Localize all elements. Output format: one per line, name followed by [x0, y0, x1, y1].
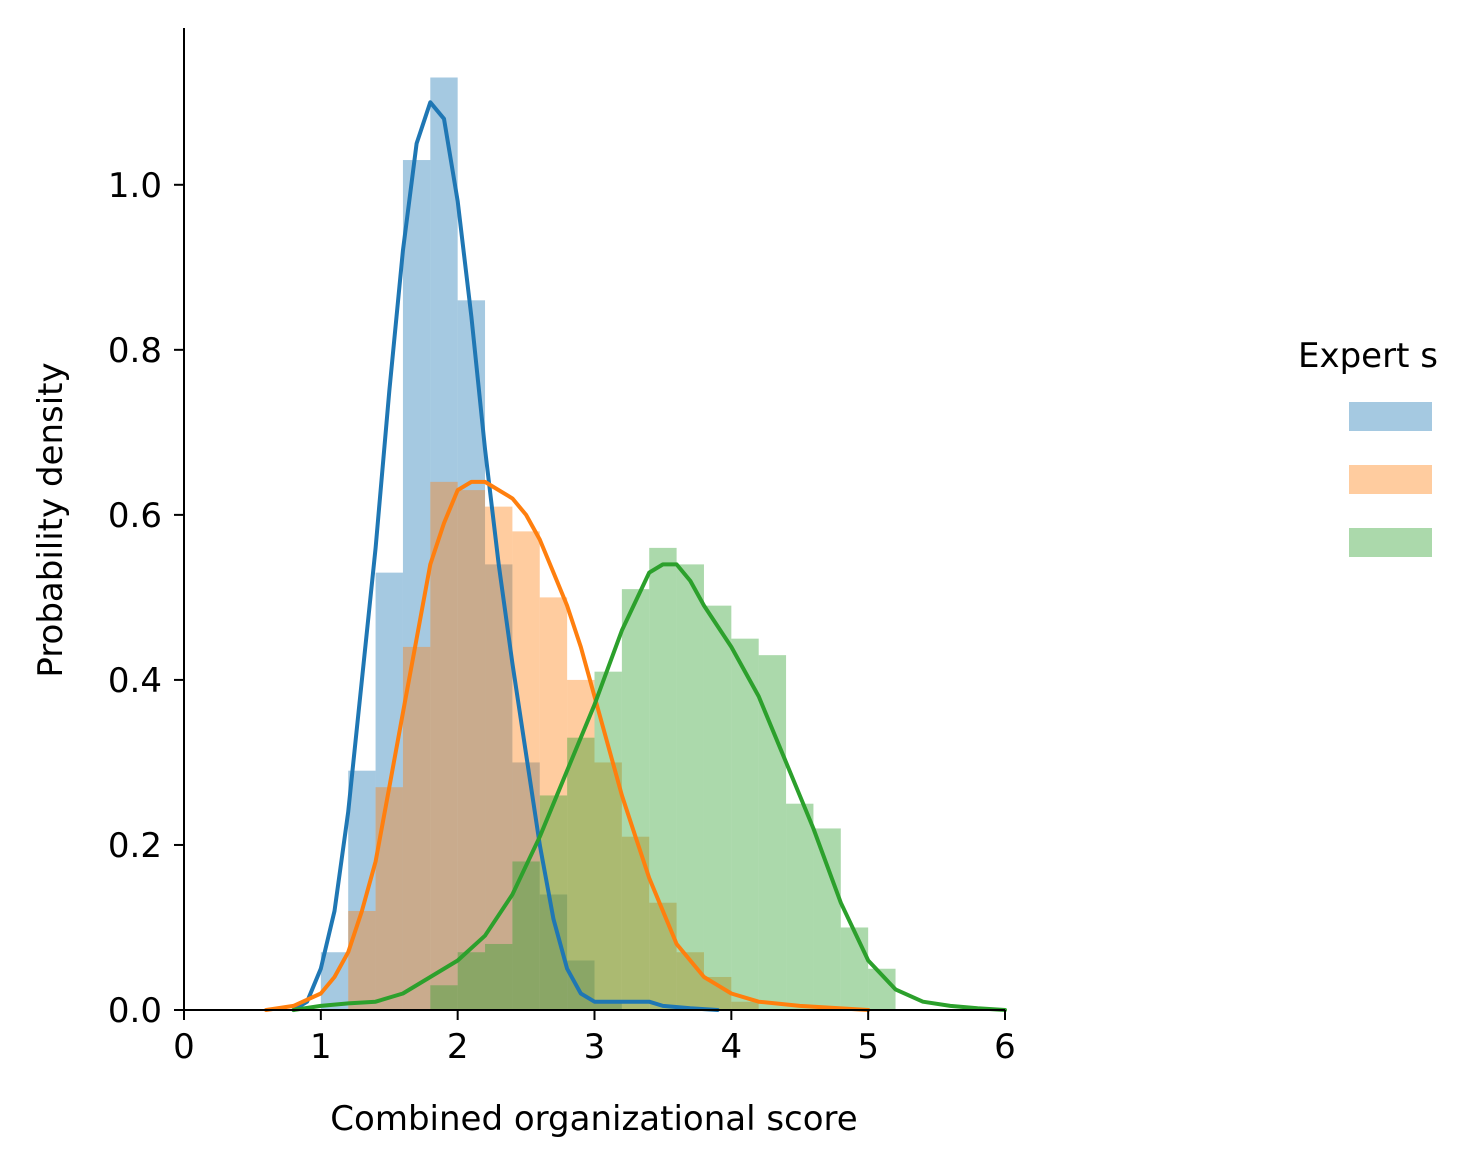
hist-bar-s1-14 — [731, 1001, 759, 1010]
hist-bar-s1-0 — [348, 910, 376, 1010]
hist-bar-s2-11 — [731, 638, 759, 1010]
kde-line-s1 — [264, 479, 871, 1012]
x-tick-label: 5 — [857, 1027, 879, 1067]
y-tick-label: 0.8 — [108, 331, 162, 371]
hist-bar-s2-0 — [430, 985, 458, 1010]
legend: Expert s — [1298, 336, 1438, 557]
hist-bar-s2-2 — [485, 943, 513, 1010]
x-tick-label: 1 — [310, 1027, 332, 1067]
hist-bar-s2-9 — [676, 564, 704, 1010]
hist-bar-s1-9 — [594, 762, 622, 1010]
hist-bar-s2-4 — [539, 795, 568, 1010]
hist-bar-s0-1 — [348, 770, 376, 1010]
y-tick-label: 0.4 — [108, 661, 162, 701]
hist-bar-s2-15 — [840, 927, 869, 1010]
histogram-bars — [320, 77, 896, 1011]
hist-bar-s1-3 — [430, 481, 458, 1010]
kde-line-s0 — [291, 100, 720, 1012]
hist-bar-s2-13 — [786, 803, 814, 1010]
hist-bar-s1-4 — [457, 490, 486, 1010]
hist-bar-s2-6 — [594, 671, 622, 1010]
hist-bar-s1-2 — [402, 646, 431, 1010]
hist-bar-s2-14 — [813, 828, 841, 1010]
legend-swatch-s1 — [1349, 465, 1432, 494]
tick-marks: 0 1 2 3 4 5 6 0.0 0.2 0.4 0.6 0.8 1.0 — [108, 166, 1016, 1067]
legend-title: Expert s — [1298, 336, 1438, 376]
hist-bar-s1-6 — [512, 531, 540, 1010]
y-tick-label: 0.2 — [108, 826, 162, 866]
kde-line-s2 — [291, 562, 1007, 1012]
kde-curves — [264, 100, 1007, 1012]
hist-bar-s1-13 — [703, 976, 732, 1010]
x-tick-label: 4 — [721, 1027, 743, 1067]
hist-bar-s0-4 — [430, 77, 458, 1011]
x-tick-label: 3 — [584, 1027, 606, 1067]
legend-swatch-s2 — [1349, 528, 1432, 557]
hist-bar-s0-10 — [594, 1001, 622, 1010]
y-axis-label: Probability density — [31, 362, 71, 677]
y-tick-label: 0.0 — [108, 991, 162, 1031]
hist-bar-s2-7 — [621, 589, 650, 1010]
hist-bar-s2-5 — [567, 737, 595, 1010]
hist-bar-s0-9 — [567, 960, 595, 1010]
x-tick-label: 6 — [994, 1027, 1016, 1067]
hist-bar-s1-1 — [375, 787, 403, 1010]
x-tick-label: 0 — [173, 1027, 195, 1067]
hist-bar-s1-11 — [649, 902, 677, 1010]
hist-bar-s2-12 — [758, 655, 787, 1010]
y-tick-label: 0.6 — [108, 496, 162, 536]
hist-bar-s2-10 — [703, 605, 732, 1010]
hist-bar-s1-5 — [485, 506, 513, 1010]
y-tick-label: 1.0 — [108, 166, 162, 206]
x-tick-label: 2 — [447, 1027, 469, 1067]
legend-swatch-s0 — [1349, 402, 1432, 431]
hist-bar-s2-1 — [457, 952, 486, 1010]
hist-bar-s2-8 — [649, 547, 677, 1010]
x-axis-label: Combined organizational score — [330, 1099, 857, 1139]
